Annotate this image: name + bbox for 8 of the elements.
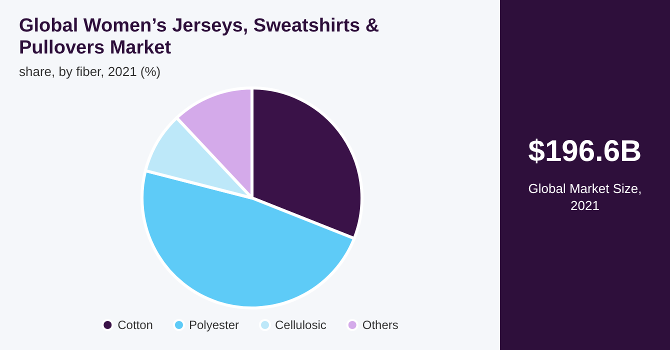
legend-label: Cellulosic — [275, 318, 326, 332]
text: Global Market Size, 2021 — [527, 180, 643, 214]
legend-label: Cotton — [118, 318, 153, 332]
text: $196.6B — [527, 135, 643, 169]
chart-title: Global Women’s Jerseys, Sweatshirts & Pullovers Market — [19, 16, 384, 58]
legend-label: Others — [362, 318, 398, 332]
chart-subtitle: share, by fiber, 2021 (%) — [19, 64, 161, 79]
legend-label: Polyester — [188, 318, 240, 332]
